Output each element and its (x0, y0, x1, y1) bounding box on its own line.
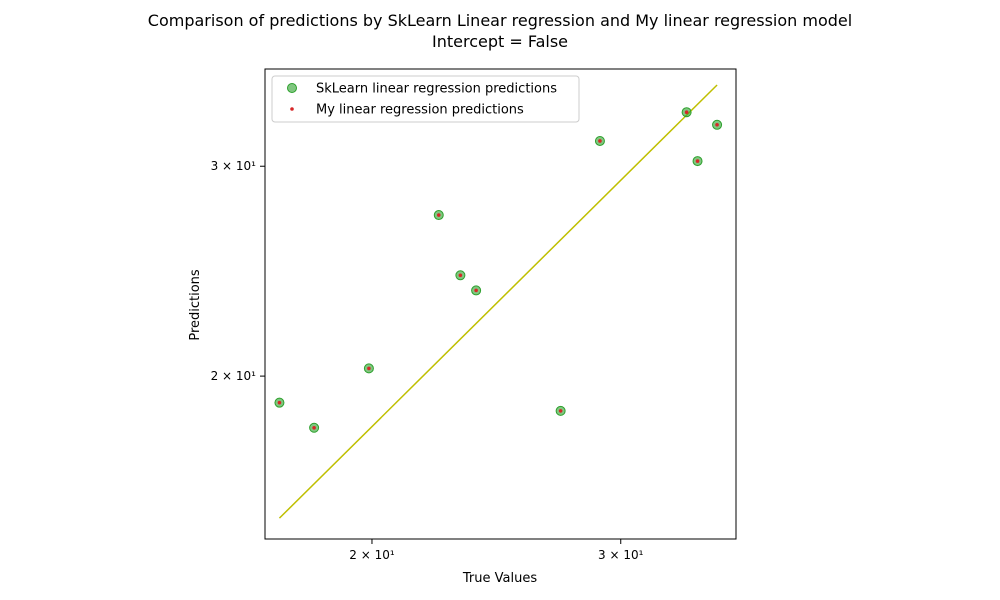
y-tick-label: 2 × 10¹ (211, 369, 257, 383)
legend: SkLearn linear regression predictions My… (271, 75, 580, 123)
my-model-point (277, 400, 282, 405)
reference-line (278, 84, 718, 519)
reference-line-layer (278, 84, 718, 519)
my-model-point (312, 425, 316, 430)
legend-label-mine: My linear regression predictions (316, 103, 524, 118)
my-model-point (715, 123, 719, 127)
legend-marker-mine (290, 107, 294, 111)
my-model-point (458, 273, 463, 278)
chart-title: Comparison of predictions by SkLearn Lin… (148, 11, 852, 30)
my-model-point (367, 366, 371, 371)
x-tick-label: 3 × 10¹ (598, 548, 644, 562)
legend-box (271, 75, 580, 123)
x-axis-label: True Values (462, 571, 537, 586)
y-axis-label: Predictions (188, 269, 203, 341)
my-model-point (558, 409, 563, 413)
chart-subtitle: Intercept = False (432, 32, 568, 51)
my-model-point (684, 110, 689, 115)
x-axis-ticks: 2 × 10¹ 3 × 10¹ (349, 539, 644, 562)
legend-marker-sklearn (287, 83, 297, 93)
series-layer (274, 107, 723, 433)
my-model-point (436, 213, 441, 217)
legend-label-sklearn: SkLearn linear regression predictions (316, 82, 557, 97)
plot-area (264, 68, 737, 540)
x-tick-label: 2 × 10¹ (349, 548, 395, 562)
my-model-point (598, 139, 602, 143)
y-axis-ticks: 2 × 10¹ 3 × 10¹ (211, 159, 265, 383)
my-model-point (695, 159, 700, 163)
my-model-point (474, 288, 478, 293)
plot-frame (264, 68, 737, 540)
y-tick-label: 3 × 10¹ (211, 159, 257, 173)
